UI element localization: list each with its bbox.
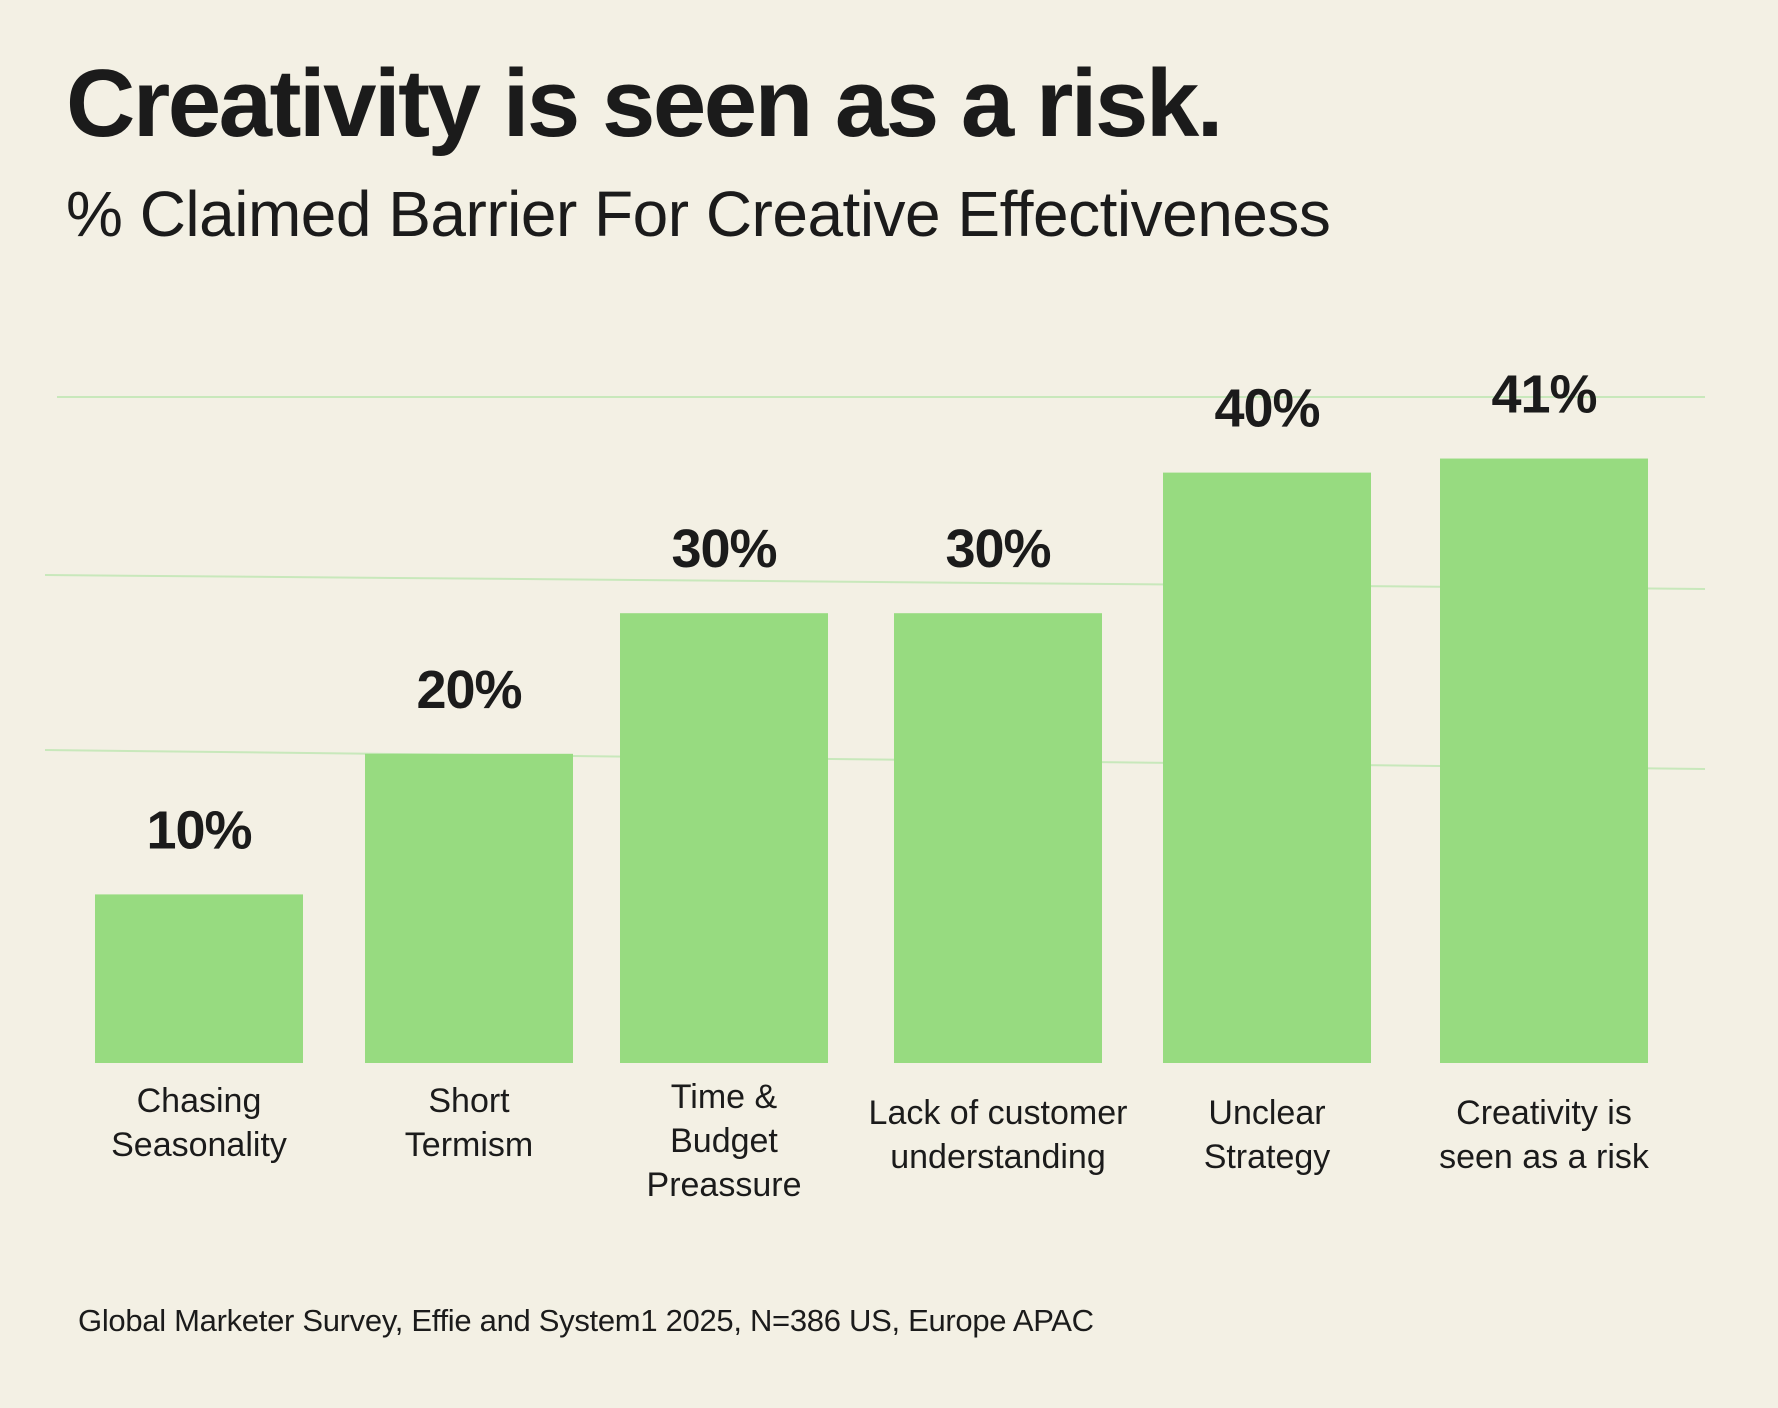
bar <box>620 613 828 1063</box>
value-label: 41% <box>1491 365 1596 425</box>
category-label: Time & Budget Preassure <box>647 1078 802 1204</box>
bars <box>95 458 1648 1064</box>
value-labels: 10% 20% 30% 30% 40% 41% <box>146 365 1597 861</box>
bar <box>365 753 573 1063</box>
source-note: Global Marketer Survey, Effie and System… <box>78 1303 1094 1338</box>
value-label: 10% <box>146 800 251 860</box>
bar <box>894 613 1102 1063</box>
category-label: Unclear Strategy <box>1204 1094 1331 1176</box>
category-label: Chasing Seasonality <box>111 1082 287 1164</box>
value-label: 40% <box>1214 379 1319 439</box>
bar <box>1163 472 1371 1064</box>
category-label: Lack of customer understanding <box>869 1094 1128 1176</box>
category-label: Creativity is seen as a risk <box>1439 1094 1650 1176</box>
chart-subtitle: % Claimed Barrier For Creative Effective… <box>66 178 1331 250</box>
bar <box>1440 458 1648 1063</box>
value-label: 30% <box>671 519 776 579</box>
gridlines <box>44 396 1706 770</box>
bar <box>95 894 303 1063</box>
gridline <box>44 749 1706 770</box>
category-labels: Chasing Seasonality Short Termism Time & Budg… <box>111 1078 1650 1204</box>
gridline <box>44 574 1706 590</box>
value-label: 30% <box>945 519 1050 579</box>
chart-title: Creativity is seen as a risk. <box>66 50 1223 157</box>
category-label: Short Termism <box>405 1082 533 1164</box>
value-label: 20% <box>416 660 521 720</box>
